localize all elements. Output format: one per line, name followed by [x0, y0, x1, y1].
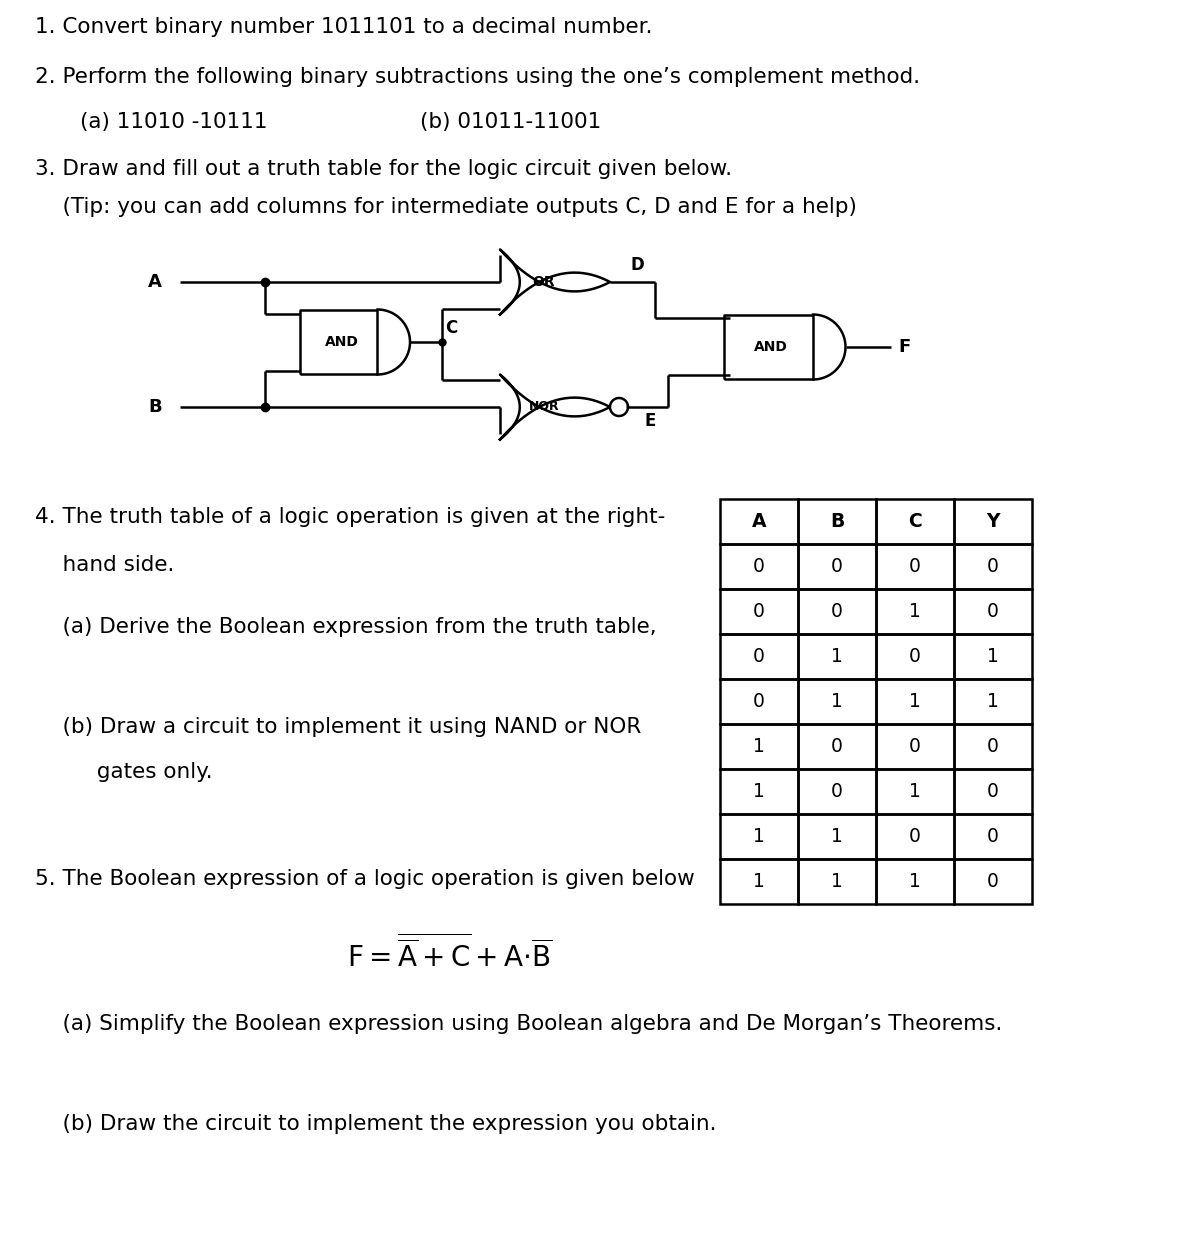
Bar: [798, 679, 876, 724]
Text: B: B: [149, 398, 162, 416]
Text: 0: 0: [832, 737, 842, 756]
Text: (a) Derive the Boolean expression from the truth table,: (a) Derive the Boolean expression from t…: [35, 617, 656, 637]
Text: (a) Simplify the Boolean expression using Boolean algebra and De Morgan’s Theore: (a) Simplify the Boolean expression usin…: [35, 1014, 1002, 1034]
Text: 0: 0: [754, 647, 764, 666]
Bar: [954, 544, 1032, 589]
Text: NOR: NOR: [529, 401, 559, 413]
Bar: [720, 544, 798, 589]
Text: 1: 1: [910, 782, 920, 802]
Text: 1: 1: [910, 691, 920, 711]
Bar: [876, 724, 954, 769]
Bar: [876, 544, 954, 589]
Text: 0: 0: [910, 828, 920, 846]
Text: 0: 0: [988, 602, 998, 621]
Text: (b) Draw the circuit to implement the expression you obtain.: (b) Draw the circuit to implement the ex…: [35, 1115, 716, 1134]
Bar: [798, 724, 876, 769]
Text: 1: 1: [832, 647, 842, 666]
Bar: [720, 589, 798, 635]
Text: (a) 11010 -10111: (a) 11010 -10111: [80, 113, 268, 132]
Bar: [720, 724, 798, 769]
Bar: [954, 635, 1032, 679]
Text: Y: Y: [986, 512, 1000, 531]
Text: B: B: [830, 512, 844, 531]
Bar: [798, 858, 876, 904]
Bar: [954, 814, 1032, 858]
Bar: [876, 814, 954, 858]
Text: 1: 1: [910, 872, 920, 891]
Text: 1: 1: [754, 828, 764, 846]
Text: F: F: [899, 338, 911, 356]
Text: 1: 1: [832, 828, 842, 846]
Text: E: E: [646, 412, 656, 430]
Text: 0: 0: [832, 782, 842, 802]
Bar: [954, 499, 1032, 544]
Text: D: D: [630, 256, 643, 275]
Text: OR: OR: [533, 275, 556, 289]
Text: 0: 0: [832, 557, 842, 576]
Bar: [954, 589, 1032, 635]
Text: C: C: [445, 319, 457, 336]
Bar: [720, 499, 798, 544]
Bar: [798, 769, 876, 814]
Text: A: A: [751, 512, 767, 531]
Text: AND: AND: [325, 335, 359, 349]
Bar: [876, 858, 954, 904]
Text: 0: 0: [988, 872, 998, 891]
Text: 4. The truth table of a logic operation is given at the right-: 4. The truth table of a logic operation …: [35, 507, 665, 527]
Text: 0: 0: [754, 557, 764, 576]
Text: 1: 1: [988, 691, 998, 711]
Bar: [876, 679, 954, 724]
Bar: [798, 814, 876, 858]
Text: 1: 1: [910, 602, 920, 621]
Text: 1: 1: [754, 737, 764, 756]
Text: 1: 1: [754, 782, 764, 802]
Bar: [798, 635, 876, 679]
Bar: [954, 858, 1032, 904]
Text: A: A: [148, 273, 162, 291]
Bar: [720, 858, 798, 904]
Bar: [954, 679, 1032, 724]
Text: AND: AND: [754, 340, 787, 354]
Text: 3. Draw and fill out a truth table for the logic circuit given below.: 3. Draw and fill out a truth table for t…: [35, 160, 732, 179]
Text: (b) Draw a circuit to implement it using NAND or NOR: (b) Draw a circuit to implement it using…: [35, 717, 641, 737]
Bar: [876, 769, 954, 814]
Text: $\mathregular{F=\overline{\overline{A}+C}+A{\cdot}\overline{B}}$: $\mathregular{F=\overline{\overline{A}+C…: [347, 934, 553, 972]
Bar: [798, 544, 876, 589]
Text: 0: 0: [988, 828, 998, 846]
Text: 1: 1: [754, 872, 764, 891]
Bar: [720, 814, 798, 858]
Bar: [876, 499, 954, 544]
Bar: [876, 635, 954, 679]
Text: 0: 0: [754, 691, 764, 711]
Bar: [720, 679, 798, 724]
Text: 0: 0: [988, 782, 998, 802]
Text: 0: 0: [988, 737, 998, 756]
Text: 1. Convert binary number 1011101 to a decimal number.: 1. Convert binary number 1011101 to a de…: [35, 17, 653, 37]
Text: 0: 0: [754, 602, 764, 621]
Text: 0: 0: [910, 557, 920, 576]
Text: 0: 0: [832, 602, 842, 621]
Text: 1: 1: [832, 872, 842, 891]
Text: 1: 1: [988, 647, 998, 666]
Bar: [954, 724, 1032, 769]
Text: 1: 1: [832, 691, 842, 711]
Text: 5. The Boolean expression of a logic operation is given below: 5. The Boolean expression of a logic ope…: [35, 870, 695, 889]
Text: 2. Perform the following binary subtractions using the one’s complement method.: 2. Perform the following binary subtract…: [35, 67, 920, 87]
Text: (Tip: you can add columns for intermediate outputs C, D and E for a help): (Tip: you can add columns for intermedia…: [35, 197, 857, 216]
Text: (b) 01011-11001: (b) 01011-11001: [420, 113, 601, 132]
Text: gates only.: gates only.: [35, 762, 212, 782]
Bar: [798, 499, 876, 544]
Text: 0: 0: [988, 557, 998, 576]
Bar: [720, 769, 798, 814]
Bar: [954, 769, 1032, 814]
Bar: [798, 589, 876, 635]
Text: hand side.: hand side.: [35, 555, 174, 575]
Bar: [876, 589, 954, 635]
Text: C: C: [908, 512, 922, 531]
Bar: [720, 635, 798, 679]
Text: 0: 0: [910, 737, 920, 756]
Text: 0: 0: [910, 647, 920, 666]
